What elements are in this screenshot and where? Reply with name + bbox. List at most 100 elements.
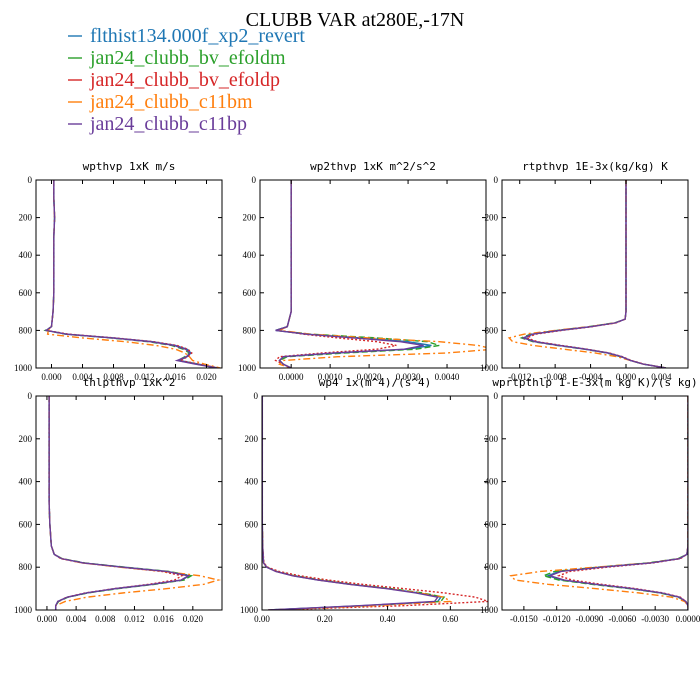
- series-line-4: [48, 396, 222, 610]
- plot-frame: [259, 179, 487, 369]
- series-line-1: [545, 396, 688, 610]
- series-line-3: [262, 396, 488, 610]
- y-tick-label: 800: [19, 562, 33, 572]
- series-line-2: [48, 396, 194, 610]
- chart-panel-2: wp2thvp 1xK m^2/s^2 0 200 400 600 800 1000 0.00…: [238, 160, 487, 382]
- x-tick-label: 0.012: [134, 372, 154, 382]
- x-tick-label: 0.008: [103, 372, 124, 382]
- figure-title: CLUBB VAR at280E,-17N: [246, 9, 465, 31]
- y-tick-label: 400: [19, 477, 33, 487]
- x-tick-label: 0.004: [651, 372, 672, 382]
- y-tick-label: 1000: [14, 605, 33, 615]
- chart-panels: wpthvp 1xK m/s 0 200 400 600 800 1000 0.000 0.00…: [14, 160, 700, 624]
- y-tick-label: 800: [485, 325, 499, 335]
- chart-panel-6: wprtpthlp 1-E-3x(m kg K)/(s kg) 0 200 400 60…: [480, 376, 700, 624]
- x-tick-label: -0.0090: [576, 614, 604, 624]
- series-line-4: [507, 180, 667, 368]
- y-tick-label: 200: [19, 434, 33, 444]
- legend-label: flthist134.000f_xp2_revert: [90, 25, 305, 47]
- y-tick-label: 600: [19, 519, 33, 529]
- chart-panel-1: wpthvp 1xK m/s 0 200 400 600 800 1000 0.000 0.00…: [14, 160, 223, 382]
- y-tick-label: 800: [243, 325, 257, 335]
- x-tick-label: 0.60: [442, 614, 458, 624]
- panel-title: wprtpthlp 1-E-3x(m kg K)/(s kg): [492, 376, 697, 389]
- y-tick-label: 800: [245, 562, 259, 572]
- series-line-5: [48, 396, 191, 610]
- series-line-1: [48, 396, 192, 610]
- legend-label: jan24_clubb_bv_efoldp: [89, 69, 280, 91]
- x-tick-label: -0.008: [544, 372, 568, 382]
- y-tick-label: 200: [485, 213, 499, 223]
- panel-title: wpthvp 1xK m/s: [83, 160, 176, 173]
- x-tick-label: 0.0020: [357, 372, 382, 382]
- series-line-5: [44, 180, 218, 368]
- y-tick-label: 600: [19, 288, 33, 298]
- x-tick-label: 0.0010: [318, 372, 343, 382]
- panel-title: wp4 1x(m^4)/(s^4): [319, 376, 432, 389]
- x-tick-label: -0.012: [508, 372, 531, 382]
- x-tick-label: -0.0150: [510, 614, 538, 624]
- x-tick-label: 0.40: [380, 614, 396, 624]
- x-tick-label: 0.020: [183, 614, 204, 624]
- y-tick-label: 400: [485, 250, 499, 260]
- y-tick-label: 200: [243, 213, 257, 223]
- plot-frame: [261, 395, 489, 611]
- chart-panel-3: rtpthvp 1E-3x(kg/kg) K02004006008001000-…: [480, 160, 689, 382]
- y-tick-label: 400: [245, 477, 259, 487]
- x-tick-label: 0.20: [317, 614, 333, 624]
- x-tick-label: 0.012: [124, 614, 144, 624]
- x-tick-label: 0.0000: [676, 614, 700, 624]
- x-tick-label: 0.000: [616, 372, 637, 382]
- plot-frame: [501, 395, 689, 611]
- x-tick-label: -0.0060: [608, 614, 636, 624]
- series-line-4: [46, 180, 221, 368]
- series-line-3: [48, 396, 184, 610]
- panel-title: thlpthvp 1xK^2: [83, 376, 176, 389]
- series-line-5: [275, 180, 424, 368]
- y-tick-label: 800: [19, 325, 33, 335]
- series-line-5: [547, 396, 688, 610]
- panel-title: rtpthvp 1E-3x(kg/kg) K: [522, 160, 668, 173]
- legend-label: jan24_clubb_c11bp: [89, 113, 247, 135]
- series-line-2: [262, 396, 446, 610]
- x-tick-label: 0.000: [37, 614, 58, 624]
- y-tick-label: 200: [19, 213, 33, 223]
- y-tick-label: 400: [19, 250, 33, 260]
- y-tick-label: 200: [245, 434, 259, 444]
- series-line-4: [262, 396, 453, 610]
- y-tick-label: 0: [494, 391, 499, 401]
- y-tick-label: 1000: [238, 363, 257, 373]
- y-tick-label: 600: [243, 288, 257, 298]
- series-line-3: [556, 396, 688, 610]
- y-tick-label: 0: [28, 175, 33, 185]
- y-tick-label: 0: [254, 391, 259, 401]
- series-line-2: [519, 180, 667, 368]
- x-tick-label: 0.016: [165, 372, 186, 382]
- x-tick-label: 0.0030: [396, 372, 421, 382]
- series-line-1: [522, 180, 666, 368]
- x-tick-label: 0.008: [95, 614, 116, 624]
- y-tick-label: 400: [243, 250, 257, 260]
- legend-label: jan24_clubb_bv_efoldm: [89, 47, 286, 69]
- y-tick-label: 1000: [480, 605, 499, 615]
- series-line-5: [262, 396, 439, 610]
- series-line-3: [524, 180, 666, 368]
- x-tick-label: 0.020: [196, 372, 217, 382]
- y-tick-label: 1000: [240, 605, 259, 615]
- plot-frame: [35, 395, 223, 611]
- series-line-5: [521, 180, 666, 368]
- series-line-1: [262, 396, 443, 610]
- series-line-3: [45, 180, 220, 368]
- x-tick-label: 0.004: [72, 372, 93, 382]
- y-tick-label: 0: [252, 175, 257, 185]
- x-tick-label: 0.0040: [435, 372, 460, 382]
- x-tick-label: 0.004: [66, 614, 87, 624]
- legend: flthist134.000f_xp2_revertjan24_clubb_bv…: [68, 25, 305, 135]
- y-tick-label: 1000: [14, 363, 33, 373]
- y-tick-label: 1000: [480, 363, 499, 373]
- series-line-4: [509, 396, 688, 610]
- x-tick-label: -0.0120: [543, 614, 571, 624]
- x-tick-label: -0.0030: [641, 614, 669, 624]
